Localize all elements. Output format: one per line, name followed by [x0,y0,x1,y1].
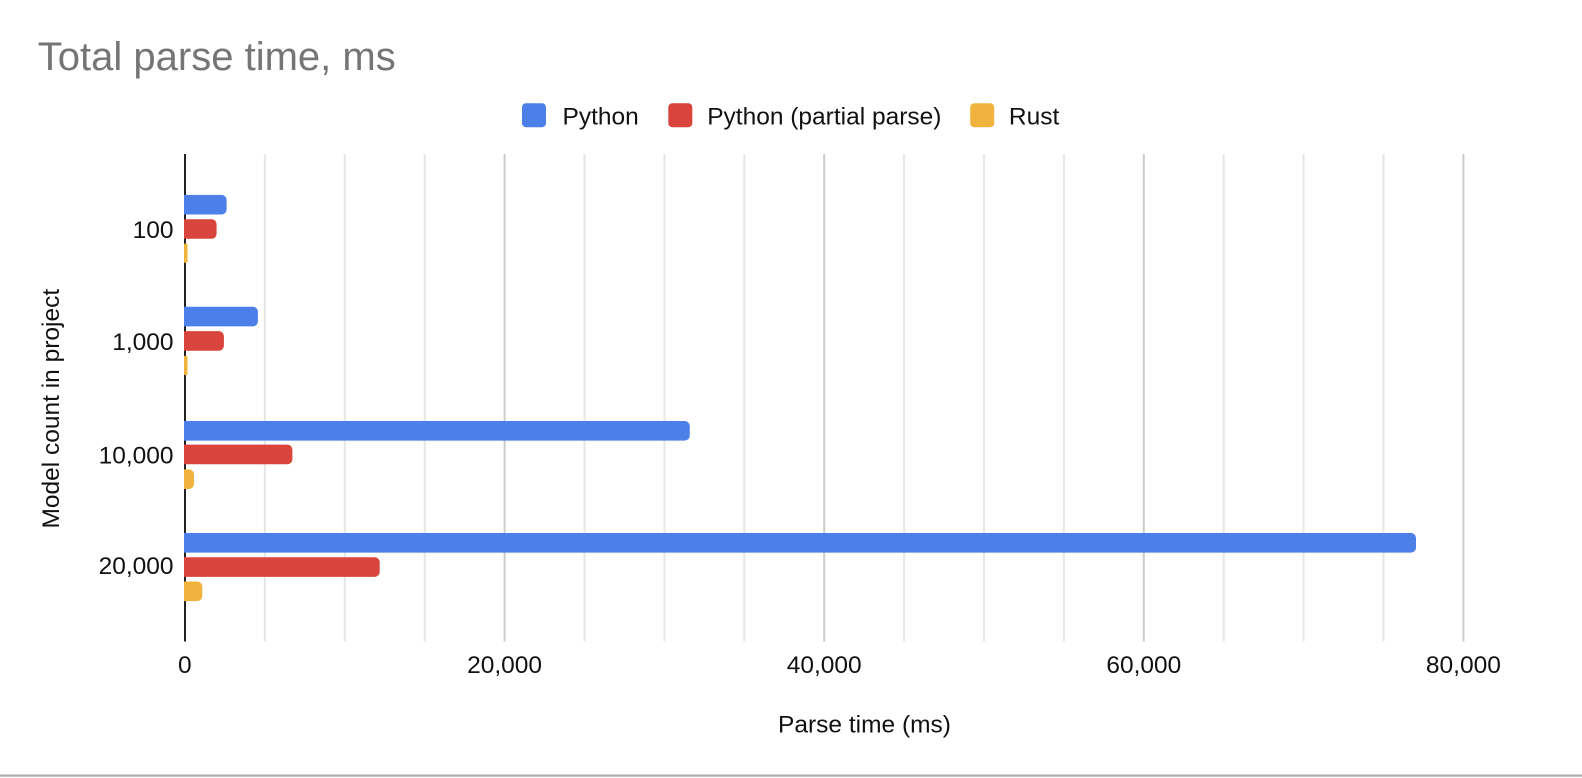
svg-text:10,000: 10,000 [99,443,174,470]
svg-text:1,000: 1,000 [112,329,173,356]
svg-text:Model count in project: Model count in project [38,289,65,529]
svg-text:20,000: 20,000 [99,553,174,580]
svg-text:20,000: 20,000 [467,652,542,679]
svg-text:Total parse time, ms: Total parse time, ms [38,35,396,79]
svg-text:Python (partial parse): Python (partial parse) [707,103,941,130]
svg-text:Parse time (ms): Parse time (ms) [778,711,951,738]
svg-text:Rust: Rust [1009,103,1060,130]
svg-text:Python: Python [563,103,639,130]
svg-text:0: 0 [178,652,192,679]
svg-text:40,000: 40,000 [787,652,862,679]
svg-text:100: 100 [133,217,174,244]
svg-text:60,000: 60,000 [1106,652,1181,679]
svg-text:80,000: 80,000 [1426,652,1501,679]
